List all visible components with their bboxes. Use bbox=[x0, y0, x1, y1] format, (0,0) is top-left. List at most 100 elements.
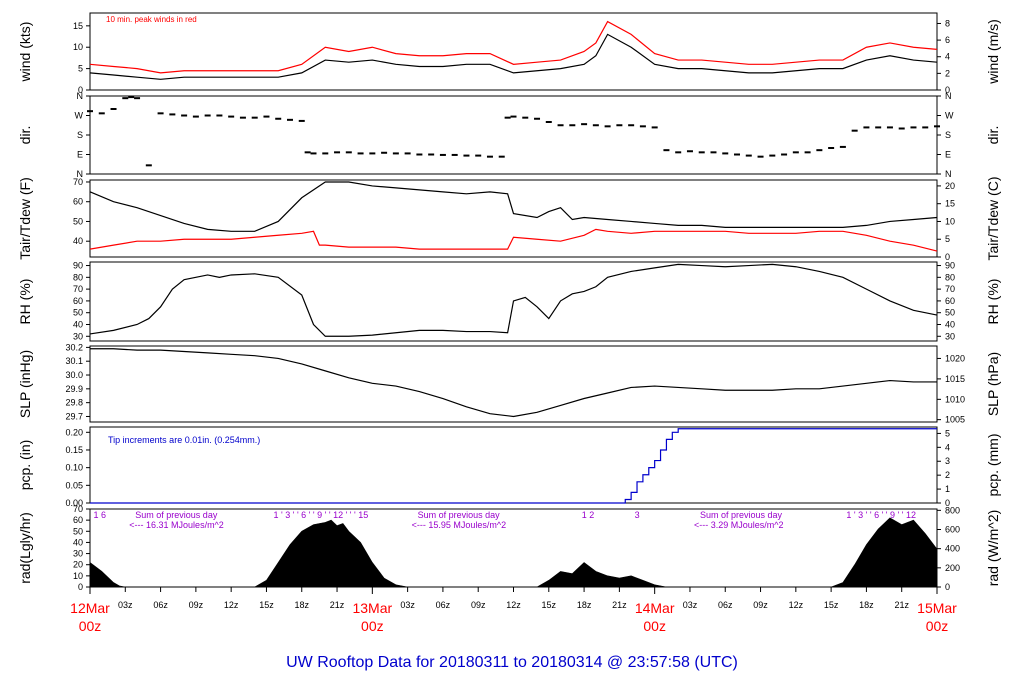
rh-right-tick-label: 30 bbox=[945, 331, 955, 341]
dir-plot-frame bbox=[89, 95, 938, 175]
wind-plot-frame bbox=[89, 12, 938, 91]
time-tick-label: 21z bbox=[612, 600, 627, 610]
temp-left-axis-label: Tair/Tdew (F) bbox=[17, 177, 33, 259]
panel-rad: rad(Lgly/hr) rad (W/m^2)01020304050607002… bbox=[17, 504, 1001, 592]
day-hour-label: 00z bbox=[79, 618, 102, 634]
time-tick-label: 15z bbox=[259, 600, 274, 610]
wind-right-tick-label: 4 bbox=[945, 52, 950, 62]
wind-right-tick-label: 8 bbox=[945, 18, 950, 28]
rh-right-tick-label: 60 bbox=[945, 296, 955, 306]
pcp-right-tick-label: 5 bbox=[945, 428, 950, 438]
wind-note: 10 min. peak winds in red bbox=[106, 15, 197, 24]
time-tick-label: 21z bbox=[894, 600, 909, 610]
slp-plot-frame bbox=[89, 345, 938, 423]
slp-left-axis-label: SLP (inHg) bbox=[17, 350, 33, 418]
pcp-right-tick-label: 0 bbox=[945, 498, 950, 508]
pcp-left-tick-label: 0.20 bbox=[65, 427, 83, 437]
temp-left-tick-label: 50 bbox=[73, 216, 83, 226]
dir-right-tick-label: N bbox=[945, 91, 952, 101]
temp-left-tick-label: 70 bbox=[73, 177, 83, 187]
day-hour-label: 00z bbox=[926, 618, 949, 634]
panel-slp: SLP (inHg) SLP (hPa) 29.7 29.8 29.9 30.0 30.1 3… bbox=[17, 342, 1001, 424]
rad-daily-sum-title: Sum of previous day bbox=[700, 510, 783, 520]
time-tick-label: 09z bbox=[753, 600, 768, 610]
rad-left-tick-label: 30 bbox=[73, 549, 83, 559]
rh-right-tick-label: 80 bbox=[945, 272, 955, 282]
slp-left-tick-label: 30.2 bbox=[65, 342, 83, 352]
temp-left-tick-label: 40 bbox=[73, 236, 83, 246]
rad-right-axis-label: rad (W/m^2) bbox=[985, 510, 1001, 587]
rad-left-tick-label: 60 bbox=[73, 515, 83, 525]
rad-right-tick-label: 0 bbox=[945, 582, 950, 592]
rad-hour-annotation: 1 6 bbox=[94, 510, 107, 520]
time-tick-label: 09z bbox=[471, 600, 486, 610]
dir-left-tick-label: W bbox=[75, 111, 84, 121]
rad-right-tick-label: 400 bbox=[945, 544, 960, 554]
rh-left-tick-label: 30 bbox=[73, 331, 83, 341]
time-tick-label: 03z bbox=[683, 600, 698, 610]
wind-series-line bbox=[89, 33, 938, 80]
temp-right-tick-label: 5 bbox=[945, 234, 950, 244]
rh-series-line bbox=[89, 263, 938, 337]
pcp-left-tick-label: 0.10 bbox=[65, 463, 83, 473]
rad-right-tick-label: 600 bbox=[945, 525, 960, 535]
time-tick-label: 09z bbox=[189, 600, 204, 610]
rad-daily-sum-title: Sum of previous day bbox=[135, 510, 218, 520]
temp-right-tick-label: 10 bbox=[945, 216, 955, 226]
slp-left-tick-label: 29.8 bbox=[65, 398, 83, 408]
slp-left-tick-label: 29.7 bbox=[65, 411, 83, 421]
wind-right-tick-label: 2 bbox=[945, 68, 950, 78]
rad-left-tick-label: 20 bbox=[73, 560, 83, 570]
rad-daily-sum-value: <--- 16.31 MJoules/m^2 bbox=[129, 520, 224, 530]
rad-daily-sum-value: <--- 15.95 MJoules/m^2 bbox=[412, 520, 507, 530]
dir-right-axis-label: dir. bbox=[985, 126, 1001, 145]
day-hour-label: 00z bbox=[361, 618, 384, 634]
slp-right-tick-label: 1005 bbox=[945, 415, 965, 425]
wind-left-tick-label: 0 bbox=[78, 85, 83, 95]
rad-hour-annotation: 1 ' 3 ' ' 6 ' ' 9 ' ' 12 bbox=[846, 510, 916, 520]
pcp-right-axis-label: pcp. (mm) bbox=[985, 434, 1001, 497]
time-tick-label: 12z bbox=[789, 600, 804, 610]
slp-right-tick-label: 1015 bbox=[945, 374, 965, 384]
rh-left-tick-label: 50 bbox=[73, 308, 83, 318]
pcp-left-tick-label: 0.05 bbox=[65, 480, 83, 490]
temp-right-tick-label: 20 bbox=[945, 181, 955, 191]
time-tick-label: 06z bbox=[153, 600, 168, 610]
temp-series-line bbox=[89, 228, 938, 252]
time-tick-label: 06z bbox=[436, 600, 451, 610]
time-tick-label: 18z bbox=[859, 600, 874, 610]
pcp-right-tick-label: 4 bbox=[945, 442, 950, 452]
dir-right-tick-label: N bbox=[945, 169, 952, 179]
time-tick-label: 06z bbox=[718, 600, 733, 610]
pcp-left-tick-label: 0.15 bbox=[65, 445, 83, 455]
pcp-left-axis-label: pcp. (in) bbox=[17, 440, 33, 491]
rad-left-tick-label: 10 bbox=[73, 571, 83, 581]
rad-left-axis-label: rad(Lgly/hr) bbox=[17, 512, 33, 584]
pcp-plot-frame bbox=[89, 426, 938, 504]
rad-series-area bbox=[89, 517, 938, 588]
panel-pcp: pcp. (in) pcp. (mm) 0.00 0.05 0.10 0.15 0.20 0 1… bbox=[17, 426, 1001, 508]
dir-left-tick-label: E bbox=[77, 150, 83, 160]
rh-right-tick-label: 40 bbox=[945, 319, 955, 329]
dir-left-axis-label: dir. bbox=[17, 126, 33, 145]
wind-left-tick-label: 10 bbox=[73, 42, 83, 52]
rh-left-tick-label: 40 bbox=[73, 319, 83, 329]
time-tick-label: 15z bbox=[542, 600, 557, 610]
rad-daily-sum-value: <--- 3.29 MJoules/m^2 bbox=[694, 520, 784, 530]
rad-hour-annotation: 1 2 bbox=[582, 510, 595, 520]
panel-temp: Tair/Tdew (F) Tair/Tdew (C) 40 50 60 70 0 5 10 15… bbox=[17, 176, 1001, 262]
rh-left-tick-label: 70 bbox=[73, 284, 83, 294]
pcp-right-tick-label: 2 bbox=[945, 470, 950, 480]
dir-left-tick-label: N bbox=[77, 169, 84, 179]
pcp-right-tick-label: 1 bbox=[945, 484, 950, 494]
slp-left-tick-label: 29.9 bbox=[65, 384, 83, 394]
rad-left-tick-label: 50 bbox=[73, 526, 83, 536]
slp-right-axis-label: SLP (hPa) bbox=[985, 352, 1001, 416]
wind-right-tick-label: 6 bbox=[945, 35, 950, 45]
wind-left-tick-label: 5 bbox=[78, 64, 83, 74]
time-tick-label: 12z bbox=[506, 600, 521, 610]
rh-left-axis-label: RH (%) bbox=[17, 279, 33, 325]
rad-left-tick-label: 70 bbox=[73, 504, 83, 514]
